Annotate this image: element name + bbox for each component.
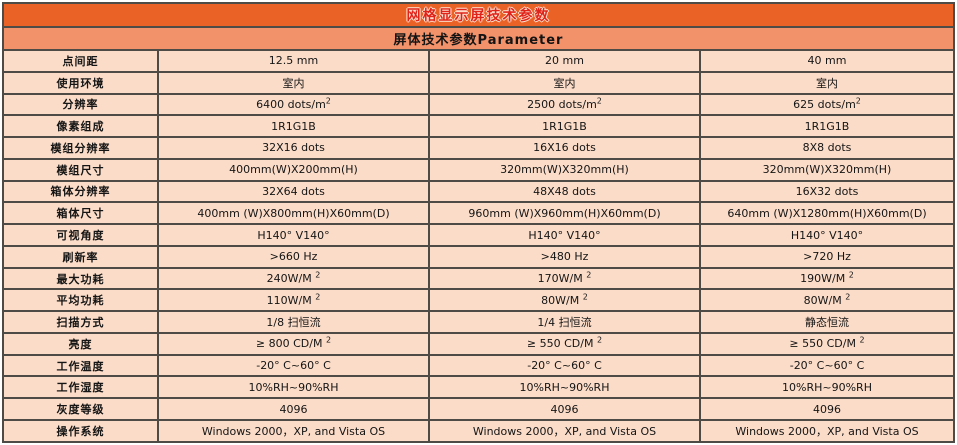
table-row: 可视角度 H140° V140° H140° V140° H140° V140° (2, 223, 955, 247)
row-value: ≥ 550 CD/M 2 (699, 331, 955, 356)
table-row: 扫描方式 1/8 扫恒流 1/4 扫恒流 静态恒流 (2, 310, 955, 334)
row-value: 80W/M 2 (699, 288, 955, 313)
row-value: -20° C~60° C (428, 353, 701, 378)
row-value: 1R1G1B (157, 114, 430, 139)
row-value: 12.5 mm (157, 49, 430, 73)
row-value: 1/8 扫恒流 (157, 310, 430, 334)
table-row: 像素组成 1R1G1B 1R1G1B 1R1G1B (2, 114, 955, 139)
table-row: 箱体尺寸 400mm (W)X800mm(H)X60mm(D) 960mm (W)X… (2, 201, 955, 226)
row-value: 320mm(W)X320mm(H) (428, 157, 701, 182)
row-label: 使用环境 (2, 70, 159, 95)
row-value: 640mm (W)X1280mm(H)X60mm(D) (699, 201, 955, 226)
row-value: 320mm(W)X320mm(H) (699, 157, 955, 182)
row-value: 80W/M 2 (428, 288, 701, 313)
row-value: 190W/M 2 (699, 266, 955, 291)
row-value: 40 mm (699, 49, 955, 73)
table-row: 亮度 ≥ 800 CD/M 2 ≥ 550 CD/M 2 ≥ 550 CD/M 2 (2, 331, 955, 356)
row-label: 扫描方式 (2, 310, 159, 334)
row-value: 400mm (W)X800mm(H)X60mm(D) (157, 201, 430, 226)
table-title: 网格显示屏技术参数 (2, 2, 955, 28)
subtitle-row: 屏体技术参数Parameter (2, 26, 955, 51)
row-label: 最大功耗 (2, 266, 159, 291)
row-value: 室内 (428, 70, 701, 95)
row-value: 170W/M 2 (428, 266, 701, 291)
row-value: 4096 (428, 397, 701, 422)
row-label: 分辨率 (2, 92, 159, 117)
row-value: >660 Hz (157, 244, 430, 269)
row-value: 静态恒流 (699, 310, 955, 334)
row-label: 平均功耗 (2, 288, 159, 313)
row-value: 10%RH~90%RH (699, 375, 955, 400)
title-row: 网格显示屏技术参数 (2, 2, 955, 28)
row-value: Windows 2000，XP, and Vista OS (157, 419, 430, 443)
row-value: ≥ 800 CD/M 2 (157, 331, 430, 356)
table-row: 模组尺寸 400mm(W)X200mm(H) 320mm(W)X320mm(H) 32… (2, 157, 955, 182)
row-value: >720 Hz (699, 244, 955, 269)
row-value: 400mm(W)X200mm(H) (157, 157, 430, 182)
row-value: >480 Hz (428, 244, 701, 269)
row-label: 刷新率 (2, 244, 159, 269)
row-label: 可视角度 (2, 223, 159, 247)
table-row: 箱体分辨率 32X64 dots 48X48 dots 16X32 dots (2, 179, 955, 204)
row-value: 16X16 dots (428, 136, 701, 160)
table-row: 工作湿度 10%RH~90%RH 10%RH~90%RH 10%RH~90%RH (2, 375, 955, 400)
table-row: 平均功耗 110W/M 2 80W/M 2 80W/M 2 (2, 288, 955, 313)
row-value: 1/4 扫恒流 (428, 310, 701, 334)
table-row: 操作系统 Windows 2000，XP, and Vista OS Windows… (2, 419, 955, 443)
row-label: 模组分辨率 (2, 136, 159, 160)
row-label: 亮度 (2, 331, 159, 356)
row-label: 灰度等级 (2, 397, 159, 422)
row-value: 10%RH~90%RH (157, 375, 430, 400)
table-row: 点间距 12.5 mm 20 mm 40 mm (2, 49, 955, 73)
table-row: 灰度等级 4096 4096 4096 (2, 397, 955, 422)
row-value: H140° V140° (699, 223, 955, 247)
row-value: 20 mm (428, 49, 701, 73)
row-value: 960mm (W)X960mm(H)X60mm(D) (428, 201, 701, 226)
row-value: 10%RH~90%RH (428, 375, 701, 400)
row-value: 4096 (699, 397, 955, 422)
row-value: -20° C~60° C (157, 353, 430, 378)
row-label: 点间距 (2, 49, 159, 73)
row-value: H140° V140° (157, 223, 430, 247)
row-value: 1R1G1B (428, 114, 701, 139)
table-row: 工作温度 -20° C~60° C -20° C~60° C -20° C~60° C (2, 353, 955, 378)
table-subtitle: 屏体技术参数Parameter (2, 26, 955, 51)
row-value: 1R1G1B (699, 114, 955, 139)
row-value: 8X8 dots (699, 136, 955, 160)
row-value: 16X32 dots (699, 179, 955, 204)
row-value: Windows 2000，XP, and Vista OS (699, 419, 955, 443)
row-value: -20° C~60° C (699, 353, 955, 378)
row-value: 室内 (699, 70, 955, 95)
row-value: 4096 (157, 397, 430, 422)
row-label: 工作湿度 (2, 375, 159, 400)
row-label: 工作温度 (2, 353, 159, 378)
row-label: 模组尺寸 (2, 157, 159, 182)
row-value: 110W/M 2 (157, 288, 430, 313)
row-value: 32X16 dots (157, 136, 430, 160)
table-row: 最大功耗 240W/M 2 170W/M 2 190W/M 2 (2, 266, 955, 291)
table-row: 刷新率 >660 Hz >480 Hz >720 Hz (2, 244, 955, 269)
row-label: 箱体尺寸 (2, 201, 159, 226)
table-body: 点间距 12.5 mm 20 mm 40 mm 使用环境 室内 室内 室内 分辨率 6400 do… (2, 49, 955, 443)
row-value: ≥ 550 CD/M 2 (428, 331, 701, 356)
row-value: H140° V140° (428, 223, 701, 247)
row-value: 2500 dots/m2 (428, 92, 701, 117)
table-row: 模组分辨率 32X16 dots 16X16 dots 8X8 dots (2, 136, 955, 160)
row-label: 箱体分辨率 (2, 179, 159, 204)
table-row: 分辨率 6400 dots/m2 2500 dots/m2 625 dots/m2 (2, 92, 955, 117)
table-row: 使用环境 室内 室内 室内 (2, 70, 955, 95)
row-value: 6400 dots/m2 (157, 92, 430, 117)
row-value: 240W/M 2 (157, 266, 430, 291)
row-label: 操作系统 (2, 419, 159, 443)
row-label: 像素组成 (2, 114, 159, 139)
row-value: 室内 (157, 70, 430, 95)
row-value: Windows 2000，XP, and Vista OS (428, 419, 701, 443)
row-value: 48X48 dots (428, 179, 701, 204)
row-value: 625 dots/m2 (699, 92, 955, 117)
row-value: 32X64 dots (157, 179, 430, 204)
